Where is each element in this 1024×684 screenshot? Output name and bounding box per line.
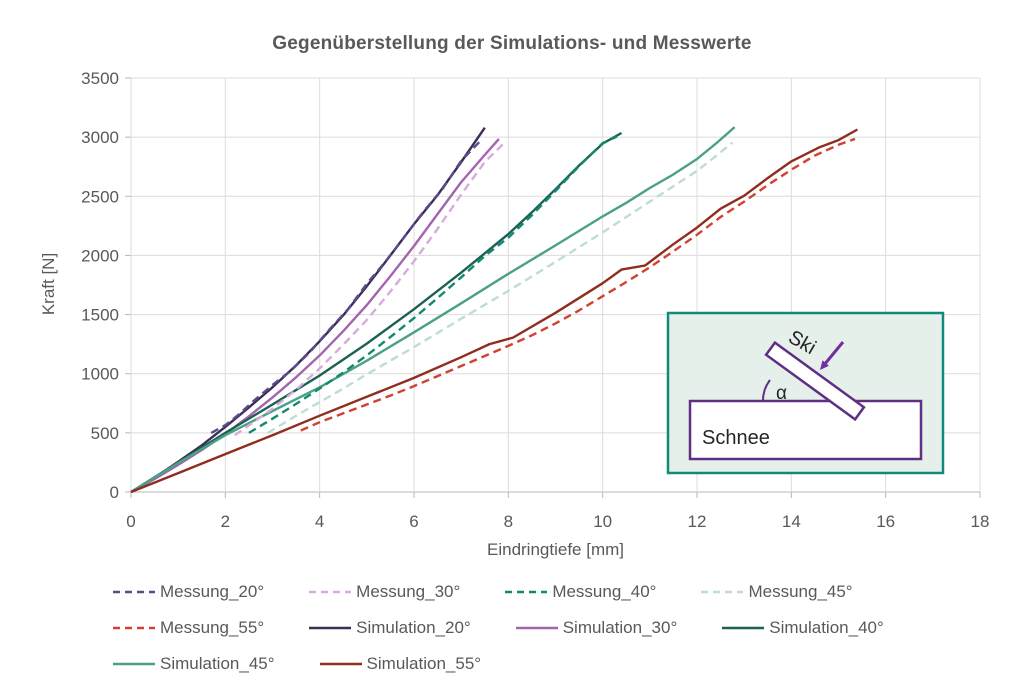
x-tick-label: 6: [409, 512, 418, 531]
legend-label: Simulation_20°: [356, 618, 471, 637]
legend-item: Messung_55°: [112, 618, 264, 638]
legend-swatch: [701, 590, 744, 594]
legend-swatch: [319, 662, 362, 666]
plot-area: 0 500 1000 1500 2000 2500 3000 3500 0 2 4 6 8 10 12 14 1…: [81, 69, 989, 531]
inset-diagram: Ski Schnee α: [666, 311, 945, 475]
x-tick-label: 8: [504, 512, 513, 531]
series-Messung_45°: [267, 141, 734, 434]
x-tick-label: 14: [782, 512, 801, 531]
legend-label: Messung_40°: [552, 582, 657, 601]
legend-row: Simulation_45° Simulation_55°: [112, 646, 1014, 682]
legend-item: Messung_45°: [700, 582, 853, 602]
ski-rect: [764, 340, 866, 422]
legend-swatch: [515, 626, 558, 630]
legend-row: Messung_20° Messung_30° Messung_40° Messung…: [112, 574, 1014, 610]
legend-item: Simulation_55°: [319, 654, 482, 674]
legend-item: Simulation_40°: [721, 618, 884, 638]
legend: Messung_20° Messung_30° Messung_40° Messung…: [112, 574, 1014, 682]
legend-label: Messung_30°: [356, 582, 461, 601]
legend-item: Messung_40°: [504, 582, 656, 602]
legend-swatch: [722, 626, 765, 630]
legend-item: Simulation_30°: [515, 618, 678, 638]
legend-swatch: [309, 590, 352, 594]
legend-swatch: [309, 626, 352, 630]
series-Simulation_55°: [130, 128, 858, 494]
angle-label: α: [776, 383, 787, 404]
legend-swatch: [505, 590, 548, 594]
y-tick-label: 1500: [81, 306, 119, 325]
chart-title: Gegenüberstellung der Simulations- und M…: [272, 33, 752, 54]
snow-rect: [688, 399, 923, 461]
x-axis-title: Eindringtiefe [mm]: [487, 540, 624, 559]
y-tick-label: 500: [91, 424, 119, 443]
y-tick-label: 2000: [81, 246, 119, 265]
series-Simulation_20°: [130, 127, 486, 494]
x-tick-label: 16: [876, 512, 895, 531]
series-Simulation_45°: [130, 126, 736, 494]
legend-label: Simulation_55°: [366, 654, 482, 673]
legend-item: Simulation_45°: [112, 654, 275, 674]
plot-generated-content: 0 500 1000 1500 2000 2500 3000 3500 0 2 4 6 8 10 12 14 1…: [81, 69, 989, 531]
legend-item: Messung_30°: [308, 582, 460, 602]
legend-label: Messung_20°: [160, 582, 265, 601]
legend-label: Messung_55°: [160, 618, 265, 637]
legend-item: Simulation_20°: [308, 618, 471, 638]
legend-row: Messung_55° Simulation_20° Simulation_30° S…: [112, 610, 1014, 646]
series-Messung_40°: [248, 135, 618, 434]
legend-swatch: [113, 590, 155, 594]
y-tick-label: 3500: [81, 69, 119, 88]
series-Messung_20°: [210, 138, 484, 434]
force-arrow: [822, 341, 845, 366]
x-tick-label: 12: [688, 512, 707, 531]
x-tick-label: 18: [971, 512, 990, 531]
y-tick-label: 2500: [81, 187, 119, 206]
x-tick-label: 10: [593, 512, 612, 531]
legend-label: Simulation_30°: [562, 618, 678, 637]
series-Messung_55°: [300, 137, 856, 432]
y-tick-label: 3000: [81, 128, 119, 147]
legend-label: Simulation_40°: [769, 618, 884, 637]
legend-swatch: [113, 626, 155, 630]
snow-label: Schnee: [702, 427, 770, 449]
force-arrow-head: [820, 360, 829, 370]
x-tick-label: 0: [126, 512, 135, 531]
legend-label: Simulation_45°: [160, 654, 275, 673]
series-Simulation_40°: [130, 131, 623, 494]
x-tick-label: 2: [221, 512, 230, 531]
legend-label: Messung_45°: [748, 582, 853, 601]
y-tick-label: 1000: [81, 365, 119, 384]
legend-item: Messung_20°: [112, 582, 264, 602]
y-tick-label: 0: [110, 483, 119, 502]
legend-swatch: [113, 662, 155, 666]
x-tick-label: 4: [315, 512, 324, 531]
series-Messung_30°: [234, 142, 505, 437]
angle-arc: [761, 379, 771, 402]
